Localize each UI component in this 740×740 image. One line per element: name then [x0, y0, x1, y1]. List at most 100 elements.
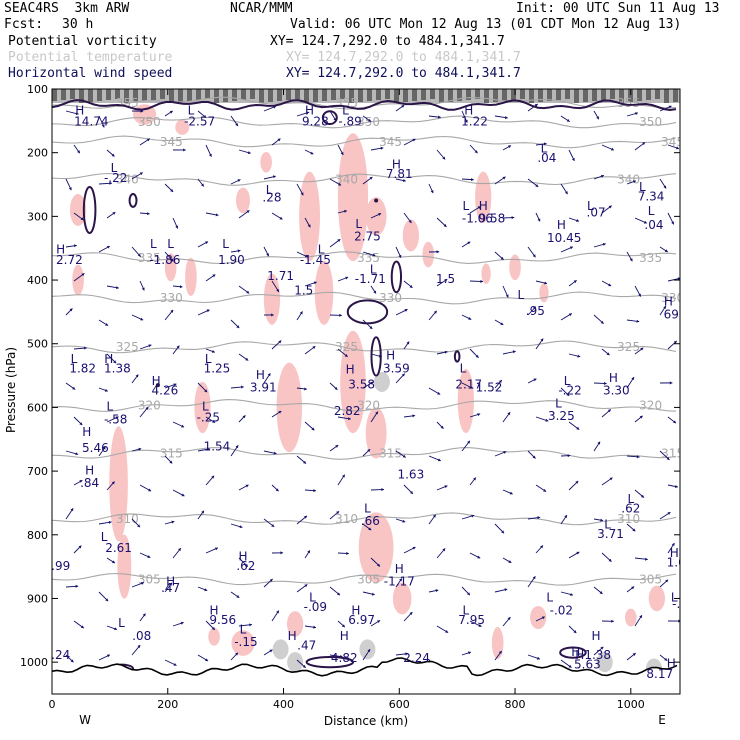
field-xy-wind: XY= 124.7,292.0 to 484.1,341.7: [286, 66, 521, 81]
organization: NCAR/MMM: [230, 1, 293, 16]
field-name-wind: Horizontal wind speed: [8, 66, 173, 81]
extremum-label: 9.56: [209, 613, 236, 627]
extremum-label: 1.02: [667, 556, 694, 570]
wind-arrowhead: [410, 490, 413, 494]
wind-arrowhead: [402, 519, 406, 523]
wind-arrowhead: [313, 281, 317, 285]
wind-arrowhead: [179, 285, 183, 289]
extremum-label: -.15: [234, 635, 257, 649]
wind-arrowhead: [337, 592, 340, 596]
pv-gray-patch: [287, 652, 304, 673]
wind-arrowhead: [369, 326, 373, 329]
extremum-label: L: [364, 502, 371, 516]
wind-arrowhead: [402, 179, 406, 183]
wind-arrowhead: [570, 592, 573, 596]
extremum-label: L: [370, 263, 377, 277]
y-tick-label: 300: [27, 210, 48, 223]
wind-arrowhead: [666, 456, 670, 460]
wind-arrowhead: [675, 484, 678, 489]
wind-arrowhead: [204, 588, 208, 592]
pv-high-stripe: [322, 89, 327, 101]
wind-arrowhead: [408, 219, 412, 223]
wind-arrowhead: [266, 253, 269, 257]
wind-arrowhead: [469, 385, 473, 389]
wind-arrowhead: [246, 210, 250, 214]
pv-high-stripe: [403, 89, 408, 102]
extremum-label: -.89: [338, 114, 361, 128]
extremum-label: L: [101, 530, 108, 544]
wind-arrowhead: [300, 192, 304, 196]
extremum-label: H: [479, 199, 488, 213]
y-tick-label: 800: [27, 529, 48, 542]
pv-high-stripe: [394, 89, 399, 103]
extremum-label: H: [664, 295, 673, 309]
wind-arrowhead: [667, 512, 671, 515]
wind-arrowhead: [205, 658, 209, 662]
wind-arrowhead: [279, 216, 283, 220]
extremum-label: .62: [236, 559, 255, 573]
wind-arrowhead: [147, 212, 150, 216]
extremum-label: .07: [587, 205, 606, 219]
wind-arrowhead: [404, 309, 408, 312]
wind-arrowhead: [503, 451, 507, 454]
extremum-label: 6.97: [348, 613, 375, 627]
pv-high-stripe: [673, 89, 678, 102]
x-tick-label: 600: [389, 698, 410, 711]
theta-label: 330: [379, 291, 402, 305]
wind-arrowhead: [145, 406, 149, 410]
pv-shade-blob: [481, 263, 491, 284]
pv-gray-patch: [373, 371, 390, 392]
wind-arrowhead: [106, 654, 110, 658]
wind-arrowhead: [409, 285, 413, 288]
extremum-label: .04: [537, 151, 556, 165]
wind-arrowhead: [113, 360, 117, 364]
extremum-label: H: [592, 629, 601, 643]
wind-arrowhead: [535, 184, 539, 187]
pv-shade-blob: [117, 534, 132, 599]
wind-arrowhead: [272, 175, 276, 179]
pv-shade-blob: [475, 171, 492, 223]
wind-arrowhead: [368, 118, 372, 122]
pv-high-stripe: [565, 89, 570, 99]
wind-arrowhead: [80, 625, 84, 629]
pv-high-stripe: [187, 89, 192, 101]
pv-contour: [305, 656, 355, 669]
pv-shade-blob: [236, 187, 250, 214]
extremum-label: 1.71: [267, 269, 294, 283]
extremum-label: L: [462, 199, 469, 213]
extremum-label: H: [346, 363, 355, 377]
extremum-label: L: [639, 180, 646, 194]
wind-arrowhead: [568, 664, 572, 668]
extremum-label: L: [266, 183, 273, 197]
pv-high-stripe: [412, 89, 417, 101]
wind-arrowhead: [75, 112, 79, 116]
wind-arrowhead: [471, 514, 475, 518]
wind-arrowhead: [631, 377, 635, 381]
wind-arrowhead: [540, 338, 544, 342]
wind-arrowhead: [111, 153, 115, 157]
theta-label: 355: [617, 96, 640, 110]
wind-arrowhead: [335, 445, 339, 448]
wind-arrowhead: [342, 474, 345, 478]
extremum-label: L: [118, 616, 125, 630]
wind-arrowhead: [600, 174, 604, 178]
wind-arrowhead: [444, 350, 448, 354]
wind-vectors: [65, 103, 680, 669]
theta-label: 340: [335, 172, 358, 186]
extremum-label: L: [555, 396, 562, 410]
wind-arrowhead: [200, 183, 204, 187]
wind-arrowhead: [540, 545, 543, 549]
extremum-label: H: [571, 645, 580, 659]
wind-arrowhead: [409, 612, 413, 616]
wind-arrowhead: [543, 142, 547, 146]
wind-arrowhead: [477, 206, 481, 210]
theta-contour: [52, 172, 677, 186]
extremum-label: H: [609, 371, 618, 385]
extremum-label: .62: [621, 502, 640, 516]
extremum-label: 1.25: [204, 361, 231, 375]
wind-arrowhead: [101, 124, 105, 128]
wind-arrowhead: [608, 558, 612, 562]
pv-high-stripe: [592, 89, 597, 101]
pv-shade-blob: [337, 133, 369, 262]
x-axis-label: Distance (km): [324, 714, 408, 728]
